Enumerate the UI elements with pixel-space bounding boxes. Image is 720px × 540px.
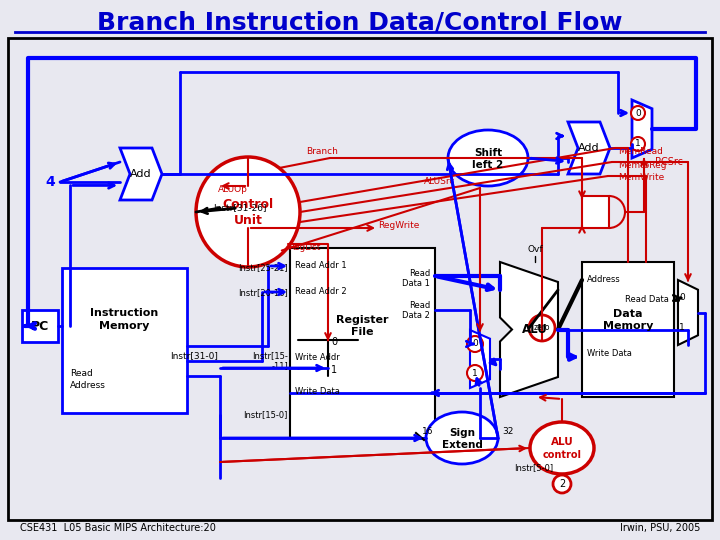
Circle shape (631, 106, 645, 120)
Text: Address: Address (587, 275, 621, 285)
Text: Instr[15-0]: Instr[15-0] (243, 410, 288, 420)
Text: Read Data: Read Data (625, 295, 669, 305)
Text: Shift: Shift (474, 148, 502, 158)
Text: ALU: ALU (551, 437, 573, 447)
Text: Read: Read (70, 368, 93, 377)
Bar (62, 268, 187, 413)
Text: -11]: -11] (271, 361, 288, 370)
Text: MemtoReg: MemtoReg (618, 160, 667, 170)
Text: Write Data: Write Data (587, 349, 632, 359)
Text: Instr[25-21]: Instr[25-21] (238, 264, 288, 273)
Polygon shape (678, 280, 698, 345)
Text: 32: 32 (503, 428, 513, 436)
Text: ALUOp: ALUOp (218, 186, 248, 194)
Text: 0: 0 (635, 109, 641, 118)
Text: zero: zero (534, 323, 550, 333)
Text: control: control (542, 450, 582, 460)
Text: Memory: Memory (603, 321, 653, 331)
FancyBboxPatch shape (582, 196, 609, 228)
Ellipse shape (196, 157, 300, 267)
Text: 1: 1 (331, 365, 337, 375)
Circle shape (529, 315, 555, 341)
Polygon shape (470, 330, 490, 388)
Text: Ovf: Ovf (527, 246, 543, 254)
Circle shape (467, 336, 483, 352)
Polygon shape (500, 262, 558, 397)
Text: RegDst: RegDst (288, 244, 320, 253)
Text: Register: Register (336, 315, 389, 325)
Text: PC: PC (31, 320, 49, 333)
Text: Write Data: Write Data (295, 387, 340, 395)
Circle shape (631, 137, 645, 151)
Text: Read: Read (409, 268, 430, 278)
Circle shape (467, 365, 483, 381)
Text: 4: 4 (45, 175, 55, 189)
Text: 1: 1 (472, 368, 478, 377)
Text: 0: 0 (331, 337, 337, 347)
Text: Memory: Memory (99, 321, 150, 331)
Text: Read Addr 2: Read Addr 2 (295, 287, 346, 296)
Text: Branch: Branch (306, 147, 338, 157)
Text: Instr[31-0]: Instr[31-0] (170, 352, 218, 361)
Text: Sign: Sign (449, 428, 475, 438)
Bar (290, 248, 435, 438)
Text: 0: 0 (679, 294, 685, 302)
Circle shape (553, 475, 571, 493)
Text: Instr[15-: Instr[15- (252, 352, 288, 361)
Text: Instr[20-16]: Instr[20-16] (238, 288, 288, 298)
Text: Write Addr: Write Addr (295, 354, 340, 362)
Text: File: File (351, 327, 374, 337)
Bar (22, 310, 58, 342)
Ellipse shape (426, 412, 498, 464)
Text: Data 1: Data 1 (402, 279, 430, 287)
Text: Read Addr 1: Read Addr 1 (295, 261, 346, 271)
Text: Irwin, PSU, 2005: Irwin, PSU, 2005 (620, 523, 700, 533)
Ellipse shape (448, 130, 528, 186)
Text: 1: 1 (679, 323, 685, 333)
Ellipse shape (530, 422, 594, 474)
Text: Instr[31-26]: Instr[31-26] (213, 204, 266, 213)
Text: Control: Control (222, 198, 274, 211)
Text: Branch Instruction Data/Control Flow: Branch Instruction Data/Control Flow (97, 10, 623, 34)
Polygon shape (120, 148, 162, 200)
Polygon shape (568, 122, 610, 174)
Polygon shape (632, 100, 652, 158)
Text: Instr[5-0]: Instr[5-0] (514, 463, 554, 472)
Text: Read: Read (409, 301, 430, 310)
Text: 1: 1 (635, 139, 641, 148)
Text: Address: Address (70, 381, 106, 389)
Text: CSE431  L05 Basic MIPS Architecture:20: CSE431 L05 Basic MIPS Architecture:20 (20, 523, 216, 533)
Bar (582, 262, 674, 397)
Text: PCSrc: PCSrc (655, 157, 683, 167)
Text: MemRead: MemRead (618, 147, 663, 157)
Text: Data: Data (613, 309, 643, 319)
Text: Instruction: Instruction (91, 308, 158, 318)
Bar (8, 38, 712, 520)
Text: RegWrite: RegWrite (378, 221, 419, 231)
Text: MemWrite: MemWrite (618, 173, 665, 183)
Text: Data 2: Data 2 (402, 312, 430, 321)
Text: left 2: left 2 (472, 160, 503, 170)
Text: Extend: Extend (441, 440, 482, 450)
Text: ALU: ALU (522, 323, 548, 336)
Text: Add: Add (130, 169, 152, 179)
Text: Unit: Unit (233, 213, 262, 226)
Text: 2: 2 (559, 479, 565, 489)
Text: 16: 16 (422, 428, 433, 436)
Text: ALUSrc: ALUSrc (424, 178, 455, 186)
Text: 0: 0 (472, 340, 478, 348)
Text: Add: Add (578, 143, 600, 153)
